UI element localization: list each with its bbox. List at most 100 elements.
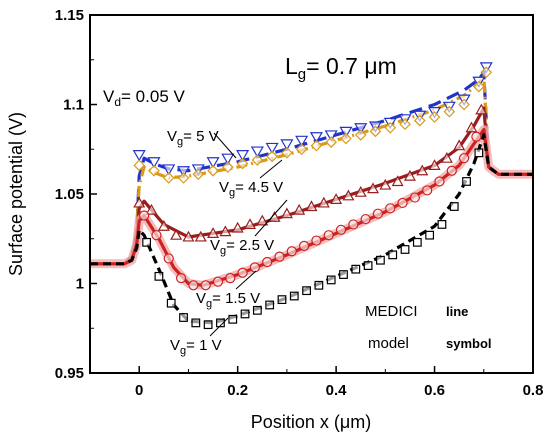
vg25-point [145,203,158,215]
vg15-point [434,176,445,187]
vg45-point [384,121,397,134]
vg15-value: = 1.5 V [212,290,260,307]
vg45-point [369,125,382,138]
vg1-point [326,275,336,285]
vg25-point [219,225,232,237]
vg15-point [237,267,248,278]
vg25-point [170,228,183,240]
vg15-label: Vg= 1.5 V [196,290,260,310]
vg5-point [250,146,264,158]
vg5-point [265,142,279,155]
vg5-point [162,164,176,176]
vg45-point [428,111,441,123]
vg45-point [443,105,456,118]
vg45-symbol: V [219,179,229,196]
vg1-point [142,237,152,247]
vg15-point [175,273,187,284]
vg15-point [422,185,433,196]
vg15-point [471,131,482,142]
vg5-leader [213,132,237,159]
vg15-point [385,203,396,214]
vg5-label: Vg= 5 V [167,128,219,148]
vg5-point [309,132,323,144]
vg25-point [379,178,392,190]
vg5-value: = 5 V [183,128,218,145]
vg1-point [289,291,299,301]
vg5-point [354,123,368,135]
vg25-point [194,230,207,242]
vg45-point [340,132,352,145]
vg45-point [295,143,308,156]
x-axis-label: Position x (μm) [251,412,371,432]
vg45-point [177,172,190,184]
ticks-layer: 0 0.2 0.4 0.6 0.8 0.95 1 1.05 1.1 1.15 [55,7,544,399]
vg1-point [363,261,373,270]
vg1-point [376,255,385,265]
legend-medici: MEDICI [365,303,418,320]
vg1-point [351,264,361,274]
vg25-value: = 2.5 V [226,237,274,254]
vg45-point [310,139,323,152]
vg25-point [403,169,416,181]
vg45-point [162,172,175,184]
vg15-point [360,213,371,225]
vg25-point [256,214,269,226]
y-tick-label: 0.95 [55,365,84,382]
vg25-point [391,175,404,187]
vg1-point [240,309,250,319]
x-tick-label: 0.2 [227,382,248,399]
vg25-leader [254,199,288,237]
vg5-point [176,166,191,178]
vg1-point [166,298,176,308]
vg45-label: Vg= 4.5 V [219,179,283,199]
vg1-point [339,270,348,279]
series-layer [90,70,533,325]
vg15-point [397,197,408,209]
vg45-value: = 4.5 V [235,179,283,196]
vg5-point [280,139,294,151]
marker-layer [132,62,493,330]
vg45-point [236,157,249,170]
vg45-point [473,80,485,93]
vg15-point [323,230,334,241]
vg25-point [342,189,355,201]
vg15-point [249,262,260,273]
vg5-point [221,153,235,165]
vg45-point [148,164,160,177]
vg1-leader [209,317,229,337]
vg25-point [280,207,293,219]
vg15-symbol: V [196,290,206,307]
y-tick-label: 1.15 [55,7,84,24]
vg15-point [225,273,236,284]
vg45-point [354,129,367,141]
vg15-point [163,253,174,264]
legend-symbol: symbol [446,336,492,351]
vg45-point [192,168,205,181]
vg5-point [295,135,309,147]
vg5-point [236,150,250,162]
vg5-point [132,150,146,162]
vg45-point [325,136,338,148]
vg15-point [409,192,420,203]
vg15-point [458,153,470,164]
vg25-symbol: V [210,237,220,254]
vg1-point [474,148,484,158]
y-tick-label: 1.1 [63,97,84,114]
vg1-point [228,314,238,324]
vg15-point [372,208,384,219]
y-tick-label: 1 [76,276,84,293]
vg1-point [462,177,471,186]
vg25-point [207,227,220,238]
vd-symbol: V [103,87,115,106]
vd-subscript: d [114,95,121,109]
vg1-point [314,280,324,290]
vg15-leader [235,270,257,290]
vg45-point [458,98,470,111]
vg25-point [440,151,453,163]
vg45-point [413,114,426,127]
vg5-symbol: V [167,128,177,145]
vg15-point [446,165,457,176]
vd-value: = 0.05 V [121,87,185,106]
vg25-point [354,185,367,197]
